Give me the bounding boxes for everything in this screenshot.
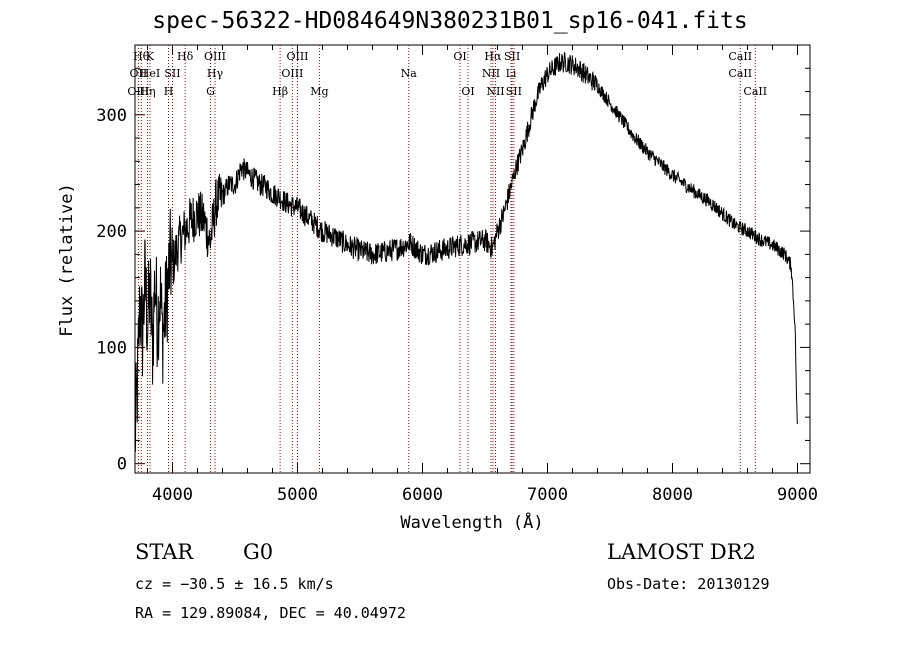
spectral-line-label: SII: [504, 50, 520, 63]
object-class: STAR: [135, 540, 194, 564]
x-tick-label: 8000: [652, 485, 693, 505]
coordinates: RA = 129.89084, DEC = 40.04972: [135, 604, 406, 622]
spectral-line-label: CaII: [728, 67, 752, 80]
y-tick-label: 200: [96, 222, 127, 242]
spectral-line-label: OIII: [281, 67, 303, 80]
spectral-line-label: OII: [130, 67, 148, 80]
spectral-line-label: Hδ: [177, 50, 194, 63]
spectral-line-label: Li: [506, 67, 517, 80]
x-axis-ticks: 4000 5000 6000 7000 8000 9000: [147, 45, 818, 505]
spectral-line-label: G: [206, 85, 215, 98]
spectral-line-label: Hη: [139, 85, 155, 98]
spectral-line-label: OIII: [127, 85, 149, 98]
spectral-line-label: CaII: [728, 50, 752, 63]
spectral-line-label: K: [146, 50, 155, 63]
observation-date: Obs-Date: 20130129: [607, 575, 770, 593]
spectral-line-label: Hβ: [272, 85, 288, 98]
spectrum-line: [134, 52, 798, 453]
spectral-line-label: NII: [486, 85, 504, 98]
object-subclass: G0: [243, 540, 274, 564]
spectral-line-label: SII: [164, 67, 180, 80]
y-tick-label: 300: [96, 106, 127, 126]
y-tick-label: 0: [117, 455, 127, 475]
spectral-line-label: OIII: [286, 50, 308, 63]
x-tick-label: 5000: [277, 485, 318, 505]
spectral-line-label: OIII: [204, 50, 226, 63]
spectral-line-label: H: [164, 85, 174, 98]
spectral-line-label: NII: [482, 67, 500, 80]
plot-frame: [134, 44, 811, 474]
chart-title: spec-56322-HD084649N380231B01_sp16-041.f…: [152, 8, 748, 34]
y-tick-label: 100: [96, 338, 127, 358]
spectral-line-label: Hθ: [133, 50, 150, 63]
spectral-line-markers: [137, 45, 756, 473]
spectral-line-label: Mg: [310, 85, 328, 98]
spectral-line-label: Hγ: [207, 67, 224, 80]
spectral-line-label: HeI: [140, 67, 160, 80]
x-tick-label: 4000: [152, 485, 193, 505]
redshift-velocity: cz = −30.5 ± 16.5 km/s: [135, 575, 334, 593]
spectral-line-label: SII: [506, 85, 522, 98]
x-tick-label: 6000: [402, 485, 443, 505]
x-tick-label: 7000: [527, 485, 568, 505]
spectral-line-label: Na: [401, 67, 418, 80]
x-axis-label: Wavelength (Å): [400, 511, 543, 533]
spectral-line-label: OI: [461, 85, 474, 98]
spectral-line-label: Hα: [484, 50, 502, 63]
y-axis-label: Flux (relative): [57, 183, 77, 337]
spectral-line-label: OI: [453, 50, 466, 63]
y-axis-ticks: 0 100 200 300: [96, 67, 810, 475]
survey-name: LAMOST DR2: [607, 540, 756, 564]
x-tick-label: 9000: [777, 485, 818, 505]
spectral-line-label: CaII: [743, 85, 767, 98]
